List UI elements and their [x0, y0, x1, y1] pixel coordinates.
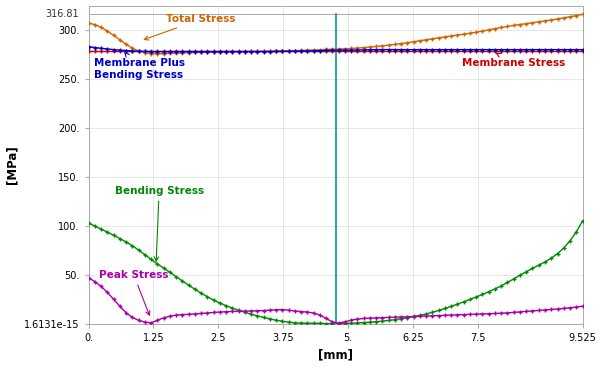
Text: Membrane Plus
Bending Stress: Membrane Plus Bending Stress [94, 53, 185, 80]
Text: Peak Stress: Peak Stress [99, 270, 169, 315]
Text: 316.81: 316.81 [45, 8, 79, 19]
Text: Membrane Stress: Membrane Stress [462, 53, 565, 68]
X-axis label: [mm]: [mm] [318, 348, 353, 361]
Text: Total Stress: Total Stress [144, 14, 236, 40]
Text: Bending Stress: Bending Stress [114, 186, 203, 261]
Y-axis label: [MPa]: [MPa] [5, 145, 19, 184]
